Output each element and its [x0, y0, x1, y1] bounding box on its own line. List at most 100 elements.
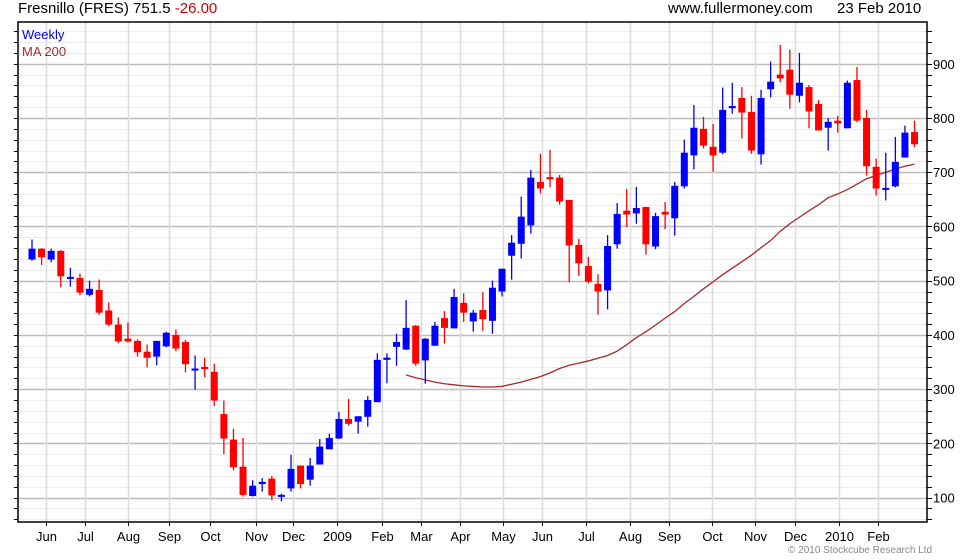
candle-body	[738, 97, 746, 113]
candle-body	[652, 216, 660, 247]
candle	[517, 196, 525, 259]
candle-body	[345, 418, 353, 424]
candle	[460, 293, 468, 322]
candle	[613, 203, 621, 249]
x-tick-label: 2010	[825, 529, 854, 544]
candle	[393, 333, 401, 366]
candle	[853, 67, 861, 123]
candle	[76, 273, 84, 296]
candle-body	[47, 250, 55, 260]
candle	[546, 149, 554, 188]
y-tick-label: 600	[933, 219, 955, 234]
candle-body	[776, 74, 784, 79]
candle	[776, 44, 784, 83]
candle-body	[402, 327, 410, 350]
candle	[747, 95, 755, 154]
x-tick-label: Sep	[658, 529, 681, 544]
legend-ma200: MA 200	[22, 44, 67, 59]
candle	[671, 181, 679, 236]
candle-body	[604, 245, 612, 291]
candle-body	[709, 146, 717, 156]
candle-body	[556, 177, 564, 202]
candle	[767, 61, 775, 98]
candle-body	[335, 418, 343, 439]
x-tick-label: Nov	[744, 529, 768, 544]
candle-body	[699, 128, 707, 146]
candles	[28, 44, 919, 502]
candle-body	[28, 248, 36, 260]
candle-body	[565, 199, 573, 246]
candle	[556, 174, 564, 205]
candle-body	[479, 309, 487, 320]
candle-body	[508, 242, 516, 256]
chart-date: 23 Feb 2010	[837, 0, 922, 17]
candle-body	[911, 132, 919, 145]
plot-frame	[17, 21, 928, 523]
candle	[229, 428, 237, 471]
candle-body	[527, 177, 535, 226]
candle	[325, 433, 333, 450]
candle	[709, 123, 717, 172]
x-tick-label: Jul	[578, 529, 595, 544]
candle-body	[469, 312, 477, 322]
candle-body	[747, 112, 755, 151]
candle	[757, 89, 765, 165]
y-tick-label: 200	[933, 436, 955, 451]
candle-body	[901, 132, 909, 158]
x-tick-label: Jun	[532, 529, 553, 544]
candle-body	[134, 340, 142, 353]
candle-body	[373, 359, 381, 403]
candle-body	[191, 368, 199, 371]
candle	[488, 280, 496, 334]
candle	[891, 136, 899, 188]
candle-body	[124, 338, 132, 342]
candle	[354, 416, 362, 434]
candle-body	[882, 187, 890, 190]
candle-body	[460, 302, 468, 313]
candle-body	[287, 468, 295, 489]
candle-body	[268, 478, 276, 496]
y-tick-label: 700	[933, 165, 955, 180]
candle-body	[229, 439, 237, 468]
x-tick-label: Feb	[371, 529, 393, 544]
candle-body	[354, 416, 362, 422]
candle-body	[210, 371, 218, 401]
candle	[210, 363, 218, 406]
candle	[872, 158, 880, 196]
candle-body	[421, 338, 429, 361]
candle	[134, 339, 142, 357]
candle	[28, 239, 36, 261]
candle	[249, 480, 257, 497]
candle-body	[143, 351, 151, 358]
site-url[interactable]: www.fullermoney.com	[668, 0, 813, 17]
candle	[431, 321, 439, 346]
x-tick-label: Dec	[282, 529, 306, 544]
x-tick-label: Mar	[410, 529, 433, 544]
candle-body	[440, 318, 448, 328]
candle	[690, 104, 698, 170]
x-tick-label: Sep	[158, 529, 181, 544]
candle-body	[498, 268, 506, 292]
candle	[565, 199, 573, 283]
candle	[805, 84, 813, 129]
candle	[47, 248, 55, 263]
candle	[479, 292, 487, 332]
candle-body	[613, 213, 621, 245]
x-tick-label: Jul	[77, 529, 94, 544]
candle	[172, 329, 180, 352]
candle-body	[201, 366, 209, 370]
candle	[815, 100, 823, 131]
candle-body	[316, 446, 324, 465]
x-tick-label: Nov	[245, 529, 269, 544]
candle	[345, 398, 353, 426]
candle	[728, 82, 736, 114]
candle-body	[172, 334, 180, 349]
candle	[402, 300, 410, 351]
candle-body	[632, 208, 640, 214]
candle	[623, 189, 631, 227]
candle-body	[431, 325, 439, 346]
candle-body	[450, 296, 458, 329]
candle-body	[546, 177, 554, 180]
candle	[143, 344, 151, 368]
candle-body	[594, 283, 602, 292]
